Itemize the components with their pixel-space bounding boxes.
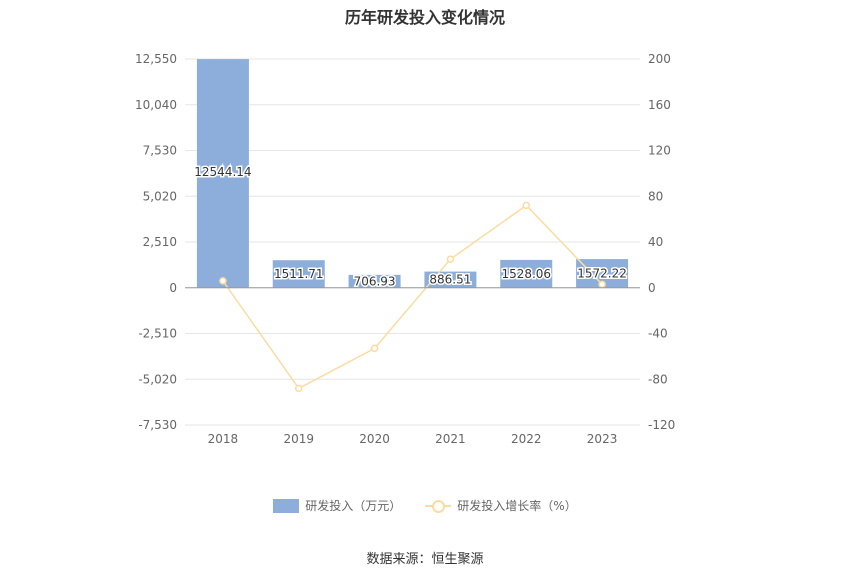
legend-line-label: 研发投入增长率（%） (457, 499, 577, 513)
y-left-tick-label: -2,510 (138, 327, 177, 341)
y-left-tick-label: 5,020 (143, 189, 177, 203)
growth-line (222, 204, 603, 390)
growth-point (219, 277, 227, 285)
x-tick-label: 2022 (511, 432, 542, 446)
bar-value-label: 12544.14 (194, 165, 251, 179)
legend: 研发投入（万元） 研发投入增长率（%） (0, 497, 850, 514)
y-right-tick-label: -80 (648, 372, 668, 386)
bar-value-label: 1528.06 (501, 267, 551, 281)
growth-point (370, 344, 379, 353)
bar-value-label: 1572.22 (577, 266, 627, 280)
chart-title: 历年研发投入变化情况 (344, 8, 505, 27)
bar (348, 274, 401, 288)
legend-item-bar[interactable]: 研发投入（万元） (273, 497, 401, 514)
x-tick-label: 2018 (208, 432, 239, 446)
y-left-tick-label: -7,530 (138, 418, 177, 432)
y-left-tick-label: 12,550 (135, 52, 177, 66)
bar (500, 259, 553, 288)
x-tick-label: 2019 (283, 432, 314, 446)
y-left-tick-label: 0 (169, 281, 177, 295)
growth-point (598, 280, 606, 289)
y-right-tick-label: 0 (648, 281, 656, 295)
y-left-tick-label: 7,530 (143, 144, 177, 158)
growth-point (446, 255, 455, 263)
bar-value-label: 1511.71 (274, 267, 324, 281)
legend-line-swatch (425, 499, 452, 513)
y-right-tick-label: 160 (648, 98, 671, 112)
y-right-tick-label: 80 (648, 189, 663, 203)
x-tick-label: 2021 (435, 432, 466, 446)
growth-point (295, 384, 303, 393)
y-right-tick-label: -120 (648, 418, 675, 432)
bar-value-label: 706.93 (354, 274, 396, 288)
bar (272, 260, 325, 288)
y-right-tick-label: 200 (648, 52, 671, 66)
data-source: 数据来源：恒生聚源 (366, 552, 484, 567)
x-tick-label: 2023 (587, 432, 618, 446)
y-right-tick-label: 120 (648, 144, 671, 158)
y-left-tick-label: 2,510 (143, 235, 177, 249)
growth-point (522, 201, 530, 210)
x-tick-label: 2020 (359, 432, 390, 446)
y-left-tick-label: 10,040 (135, 98, 177, 112)
legend-item-line[interactable]: 研发投入增长率（%） (425, 497, 577, 514)
y-left-tick-label: -5,020 (138, 372, 177, 386)
bar-value-label: 886.51 (429, 273, 471, 287)
legend-bar-label: 研发投入（万元） (305, 499, 402, 513)
legend-bar-swatch (273, 498, 300, 513)
bar (424, 271, 477, 288)
y-right-tick-label: 40 (648, 235, 663, 249)
y-right-tick-label: -40 (648, 327, 668, 341)
bar (196, 59, 249, 288)
